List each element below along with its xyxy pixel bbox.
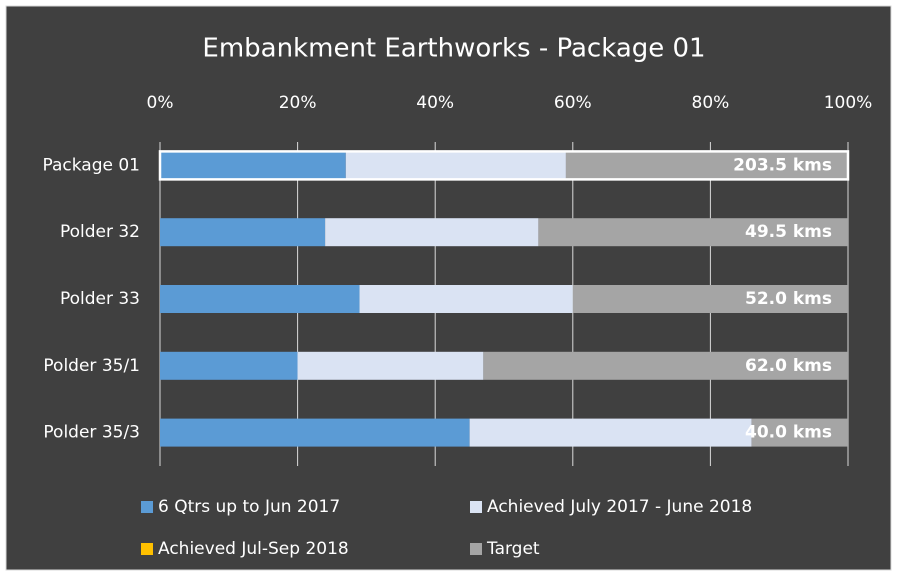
y-tick-label: Polder 35/3 [43, 423, 140, 443]
bar-segment [469, 418, 752, 447]
y-tick-label: Polder 35/1 [43, 356, 140, 376]
legend-swatch [141, 543, 153, 555]
x-tick-label: 40% [416, 93, 454, 113]
x-tick-label: 0% [147, 93, 174, 113]
bar-segment [160, 418, 470, 447]
chart-title: Embankment Earthworks - Package 01 [202, 34, 705, 64]
bar-segment [160, 151, 346, 180]
bar-segment [160, 218, 326, 247]
legend-label: Achieved Jul-Sep 2018 [158, 539, 349, 559]
bar-outline [158, 150, 850, 181]
y-tick-label: Package 01 [42, 155, 140, 175]
x-tick-label: 80% [692, 93, 730, 113]
bar-label: 203.5 kms [733, 155, 832, 175]
bar-segment [483, 351, 848, 380]
legend-label: Target [486, 539, 540, 559]
bar-segment [359, 285, 573, 313]
legend-swatch [470, 543, 482, 555]
bar-segment [538, 218, 848, 247]
bar-segment [572, 285, 848, 313]
x-tick-label: 100% [824, 93, 873, 113]
bar-segment [751, 418, 848, 447]
y-tick-label: Polder 33 [60, 289, 140, 309]
legend-swatch [470, 501, 482, 513]
y-tick-label: Polder 32 [60, 222, 140, 242]
bar-segment [325, 218, 539, 247]
bar-segment [345, 151, 566, 180]
bar-label: 62.0 kms [745, 356, 832, 376]
x-tick-label: 20% [279, 93, 317, 113]
bar-label: 49.5 kms [745, 222, 832, 242]
bar-segment [160, 285, 360, 313]
bar-segment [160, 351, 298, 380]
legend-swatch [141, 501, 153, 513]
legend-label: Achieved July 2017 - June 2018 [487, 497, 752, 517]
bar-segment [565, 151, 848, 180]
bar-label: 52.0 kms [745, 289, 832, 309]
bar-label: 40.0 kms [745, 423, 832, 443]
bar-segment [297, 351, 484, 380]
legend-label: 6 Qtrs up to Jun 2017 [158, 497, 340, 517]
x-tick-label: 60% [554, 93, 592, 113]
